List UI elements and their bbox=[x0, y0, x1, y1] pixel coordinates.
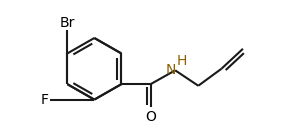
Text: F: F bbox=[40, 93, 48, 107]
Text: Br: Br bbox=[60, 16, 75, 30]
Text: N: N bbox=[165, 63, 176, 77]
Text: H: H bbox=[176, 54, 187, 68]
Text: O: O bbox=[145, 110, 156, 124]
